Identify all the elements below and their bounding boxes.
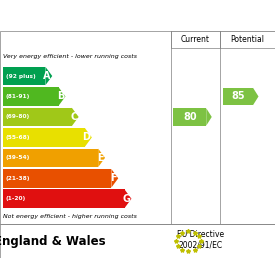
Text: England & Wales: England & Wales: [0, 235, 105, 248]
Text: (81-91): (81-91): [6, 94, 30, 99]
Text: Very energy efficient - lower running costs: Very energy efficient - lower running co…: [3, 54, 137, 59]
Text: B: B: [57, 92, 64, 101]
Text: (55-68): (55-68): [6, 135, 30, 140]
Text: Energy Efficiency Rating: Energy Efficiency Rating: [42, 9, 233, 22]
Text: (39-54): (39-54): [6, 155, 30, 160]
Text: (1-20): (1-20): [6, 196, 26, 201]
Bar: [3, 128, 85, 147]
Bar: [3, 149, 98, 167]
Polygon shape: [98, 149, 105, 167]
Text: A: A: [43, 71, 51, 81]
Bar: [220, 31, 275, 49]
Text: G: G: [122, 194, 130, 204]
Text: C: C: [70, 112, 77, 122]
Polygon shape: [253, 88, 258, 105]
Polygon shape: [72, 108, 79, 126]
Bar: [3, 189, 125, 208]
Text: (21-38): (21-38): [6, 176, 30, 181]
Text: Current: Current: [181, 35, 210, 44]
Bar: [3, 108, 72, 126]
Polygon shape: [125, 189, 131, 208]
Bar: [173, 108, 206, 126]
Text: E: E: [97, 153, 104, 163]
Bar: [223, 88, 253, 105]
Text: 80: 80: [183, 112, 197, 122]
Text: F: F: [110, 173, 117, 183]
Text: 85: 85: [231, 92, 245, 101]
Bar: [3, 169, 111, 188]
Polygon shape: [45, 67, 52, 85]
Polygon shape: [85, 128, 92, 147]
Text: (69-80): (69-80): [6, 115, 30, 119]
Bar: [3, 67, 45, 85]
Bar: [170, 31, 220, 49]
Polygon shape: [59, 87, 65, 106]
Polygon shape: [111, 169, 118, 188]
Text: EU Directive
2002/91/EC: EU Directive 2002/91/EC: [177, 230, 224, 249]
Polygon shape: [206, 108, 212, 126]
Bar: [3, 87, 59, 106]
Text: (92 plus): (92 plus): [6, 74, 35, 78]
Text: D: D: [82, 132, 90, 142]
Text: Not energy efficient - higher running costs: Not energy efficient - higher running co…: [3, 214, 137, 219]
Text: Potential: Potential: [230, 35, 265, 44]
